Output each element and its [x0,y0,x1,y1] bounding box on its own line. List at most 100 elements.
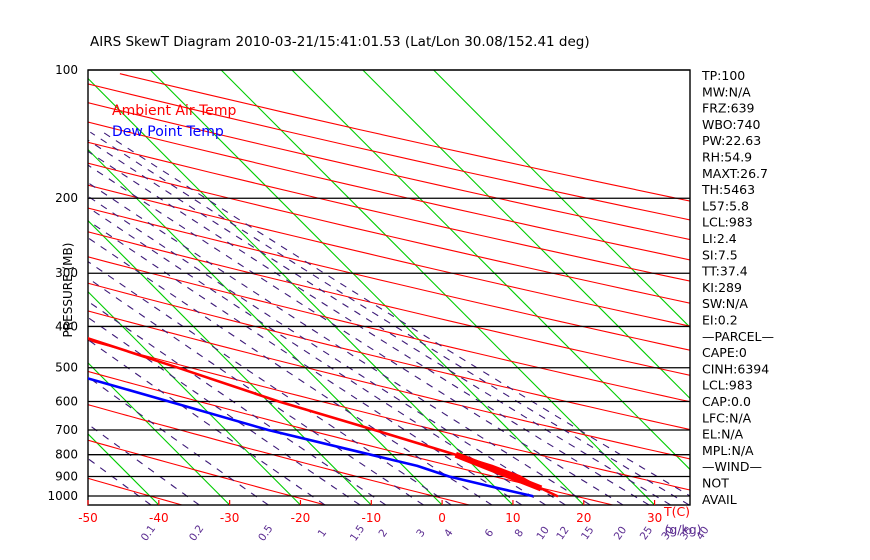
mixing-ratio-line [88,195,566,505]
pressure-tick-label: 1000 [47,489,78,503]
info-panel-row: L57:5.8 [702,198,749,213]
mixing-ratio-axis-title: (g/kg) [664,522,701,537]
mixing-ratio-line [88,150,650,505]
bottom-temperature-label: -30 [220,511,240,525]
mixing-ratio-line [88,182,591,505]
temperature-axis-title: T(C) [663,504,690,519]
isotherm-line [88,77,514,505]
info-panel-row: EL:N/A [702,427,744,442]
dry-adiabat-line [88,339,690,491]
isotherm-line [220,70,655,505]
bottom-temperature-label: 0 [438,511,446,525]
mixing-ratio-line [88,164,624,505]
info-panel-row: —PARCEL— [702,329,774,344]
dry-adiabat-line [88,282,690,431]
info-panel-row: AVAIL [702,492,737,507]
bottom-temperature-label: 30 [647,511,662,525]
info-panel-row: CAP:0.0 [702,394,751,409]
info-panel-row: TH:5463 [701,182,755,197]
pressure-tick-label: 200 [55,191,78,205]
temperature-thick-segment [454,451,543,492]
mixing-ratio-line [88,316,361,505]
info-panel-row: WBO:740 [702,117,760,132]
isotherm-line [88,362,231,505]
isotherm-line [362,70,690,400]
bottom-temperature-axis-labels: -50 -40 -30 -20 -10 0 10 20 30 [78,511,662,525]
dry-adiabat-line [88,310,690,460]
info-panel-row: FRZ:639 [702,101,755,116]
pressure-tick-label: 100 [55,63,78,77]
plot-frame [87,69,691,506]
isotherm-line [88,219,372,505]
isotherm-line [149,70,585,505]
dry-adiabat-line [88,207,690,351]
legend-ambient-air-temp: Ambient Air Temp [112,103,237,119]
info-panel-row: MAXT:26.7 [702,166,768,181]
info-panel-row: PW:22.63 [702,133,761,148]
dry-adiabat-line [88,121,690,261]
page-title: AIRS SkewT Diagram 2010-03-21/15:41:01.5… [90,34,590,50]
pressure-tick-label: 400 [55,319,78,333]
dry-adiabat-line [88,370,614,505]
axis-ticks-group [87,500,656,505]
isotherm-line [88,148,443,505]
pressure-tick-label: 700 [55,423,78,437]
pressure-tick-label: 300 [55,266,78,280]
info-panel-row: LFC:N/A [702,410,752,425]
info-panel-row: —WIND— [702,459,762,474]
dry-adiabat-line [88,231,690,376]
isotherm-lines-group [88,70,690,505]
sounding-traces-group [88,336,559,498]
dew-point-trace [88,377,534,498]
bottom-temperature-label: 10 [505,511,520,525]
pressure-tick-label: 900 [55,469,78,483]
pressure-tick-label: 500 [55,361,78,375]
mixing-ratio-line [88,300,387,505]
isotherm-line [88,290,301,505]
info-panel-row: KI:289 [702,280,742,295]
info-panel-row: TT:37.4 [701,264,748,279]
info-panel-row: CINH:6394 [702,361,769,376]
info-panel-row: RH:54.9 [702,150,752,165]
info-panel-row: MPL:N/A [702,443,754,458]
info-panel-row: EI:0.2 [702,313,738,328]
dry-adiabat-line [88,162,690,304]
info-panel-row: CAPE:0 [702,345,747,360]
pressure-axis-labels: 100 200 300 400 500 600 700 800 900 1000 [47,63,78,503]
bottom-temperature-label: -20 [291,511,311,525]
mixing-ratio-line [88,339,326,505]
dry-adiabat-line [88,141,690,282]
info-panel-row: SW:N/A [702,296,748,311]
ambient-temperature-trace [88,336,559,498]
bottom-temperature-label: -50 [78,511,98,525]
legend-dew-point-temp: Dew Point Temp [112,124,224,140]
bottom-temperature-label: -10 [361,511,381,525]
info-panel-row: LI:2.4 [702,231,737,246]
pressure-axis-title: PRESSURE (MB) [61,243,75,338]
info-panel-row: LCL:983 [702,378,753,393]
mixing-ratio-line [88,260,452,505]
pressure-tick-label: 800 [55,448,78,462]
mixing-ratio-line [88,206,546,505]
info-panel-row: MW:N/A [702,84,751,99]
bottom-temperature-label: -40 [149,511,169,525]
dry-adiabat-line [88,256,690,403]
bottom-temperature-label: 20 [576,511,591,525]
dry-adiabat-line [88,404,470,505]
isotherm-line [291,70,690,471]
info-panel-row: TP:100 [701,68,745,83]
dry-adiabat-lines-group [88,73,690,505]
dry-adiabat-line [88,439,326,505]
isotherm-line [433,70,690,329]
plot-border [87,69,691,506]
dry-adiabat-line [88,184,690,327]
pressure-tick-label: 600 [55,394,78,408]
info-panel-row: SI:7.5 [702,247,738,262]
info-panel-row: NOT [702,476,729,491]
info-panel-row: LCL:983 [702,215,753,230]
